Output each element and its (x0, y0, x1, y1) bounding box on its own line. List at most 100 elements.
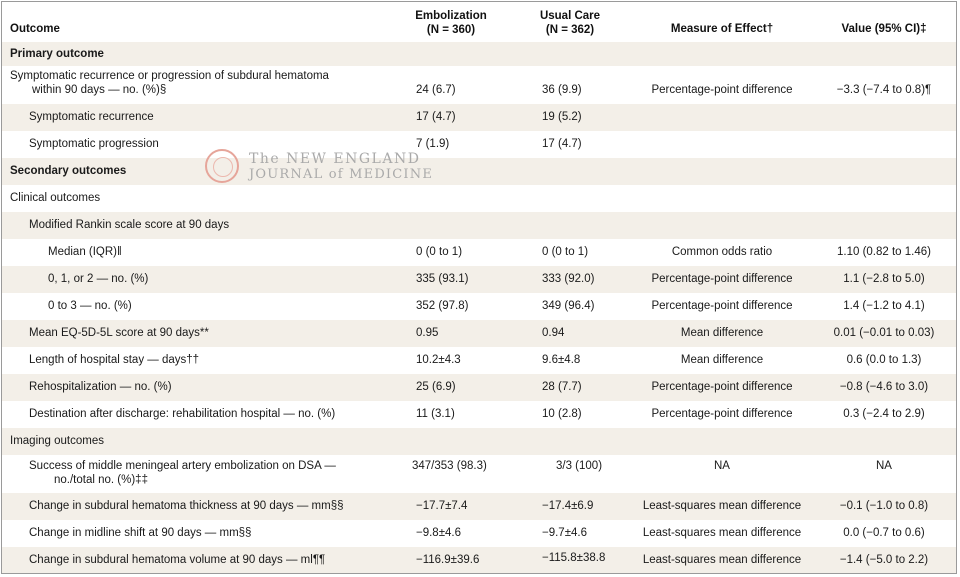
value-ci: 0.01 (−0.01 to 0.03) (833, 327, 935, 339)
header-usual-care-n: (N = 362) (545, 24, 595, 36)
embolization-value: −17.7±7.4 (416, 500, 468, 512)
row-label: Destination after discharge: rehabilitat… (29, 408, 336, 420)
row-label: Symptomatic recurrence (29, 111, 154, 123)
header-measure-of-effect: Measure of Effect† (670, 23, 774, 35)
measure-of-effect: Percentage-point difference (651, 300, 793, 312)
row-label: Rehospitalization — no. (%) (29, 381, 172, 393)
table-row: Change in midline shift at 90 days — mm§… (2, 520, 956, 547)
table-row: Primary outcome (2, 42, 956, 66)
subsection-label: Imaging outcomes (10, 435, 104, 447)
nejm-watermark: The NEW ENGLAND JOURNAL of MEDICINE (205, 149, 435, 189)
value-ci: 0.6 (0.0 to 1.3) (846, 354, 922, 366)
embolization-value: 25 (6.9) (416, 381, 456, 393)
embolization-value: 24 (6.7) (416, 84, 456, 96)
value-ci: 0.0 (−0.7 to 0.6) (843, 527, 925, 539)
embolization-value: 352 (97.8) (416, 300, 469, 312)
usual-care-value: −17.4±6.9 (542, 500, 594, 512)
row-label-continued: within 90 days — no. (%)§ (32, 84, 167, 96)
embolization-value: 17 (4.7) (416, 111, 456, 123)
measure-of-effect: Percentage-point difference (651, 408, 793, 420)
table-row: Symptomatic recurrence 17 (4.7) 19 (5.2) (2, 104, 956, 131)
nejm-wordmark: The NEW ENGLAND JOURNAL of MEDICINE (249, 151, 433, 183)
measure-of-effect: Least-squares mean difference (642, 500, 802, 512)
table-row: Success of middle meningeal artery embol… (2, 455, 956, 493)
table-row: 0, 1, or 2 — no. (%) 335 (93.1) 333 (92.… (2, 266, 956, 293)
row-label: Symptomatic recurrence or progression of… (10, 70, 329, 82)
header-usual-care-title: Usual Care (539, 10, 601, 22)
header-usual-care: Usual Care (N = 362) (530, 9, 610, 37)
usual-care-value: 28 (7.7) (542, 381, 582, 393)
table-row: Clinical outcomes (2, 185, 956, 212)
table-header: Outcome Embolization (N = 360) Usual Car… (2, 2, 956, 43)
nejm-seal-icon (205, 149, 239, 183)
row-label: Change in subdural hematoma volume at 90… (29, 554, 326, 566)
table-row: Modified Rankin scale score at 90 days (2, 212, 956, 239)
usual-care-value: −9.7±4.6 (542, 527, 588, 539)
usual-care-value: 0 (0 to 1) (542, 246, 589, 258)
embolization-value: 0 (0 to 1) (416, 246, 463, 258)
row-label: Change in subdural hematoma thickness at… (29, 500, 344, 512)
row-label-continued: no./total no. (%)‡‡ (54, 474, 148, 486)
subsection-label: Clinical outcomes (10, 192, 101, 204)
header-outcome: Outcome (10, 23, 60, 35)
row-label: Median (IQR)‖ (48, 246, 122, 258)
value-ci: 1.4 (−1.2 to 4.1) (843, 300, 925, 312)
embolization-value: 0.95 (416, 327, 439, 339)
table-row: Destination after discharge: rehabilitat… (2, 401, 956, 428)
row-label: Symptomatic progression (29, 138, 159, 150)
value-ci: NA (876, 460, 892, 472)
table-row: Change in subdural hematoma volume at 90… (2, 547, 956, 573)
nejm-wordmark-line2: JOURNAL of MEDICINE (249, 167, 434, 182)
measure-of-effect: Mean difference (680, 354, 764, 366)
measure-of-effect: NA (714, 460, 730, 472)
usual-care-value: 17 (4.7) (542, 138, 582, 150)
embolization-value: 335 (93.1) (416, 273, 469, 285)
header-embolization-title: Embolization (415, 10, 487, 22)
row-label: Change in midline shift at 90 days — mm§… (29, 527, 252, 539)
row-label: Length of hospital stay — days†† (29, 354, 200, 366)
table-row: Length of hospital stay — days†† 10.2±4.… (2, 347, 956, 374)
usual-care-value: 3/3 (100) (556, 460, 603, 472)
row-label: 0 to 3 — no. (%) (48, 300, 132, 312)
measure-of-effect: Percentage-point difference (651, 84, 793, 96)
row-label: Modified Rankin scale score at 90 days (29, 219, 230, 231)
table-row: Mean EQ-5D-5L score at 90 days** 0.95 0.… (2, 320, 956, 347)
table-row: Secondary outcomes (2, 158, 956, 185)
value-ci: 1.10 (0.82 to 1.46) (837, 246, 931, 258)
nejm-wordmark-line1: The NEW ENGLAND (249, 151, 421, 167)
measure-of-effect: Percentage-point difference (651, 381, 793, 393)
usual-care-value: 19 (5.2) (542, 111, 582, 123)
table-row: Rehospitalization — no. (%) 25 (6.9) 28 … (2, 374, 956, 401)
value-ci: 0.3 (−2.4 to 2.9) (843, 408, 925, 420)
measure-of-effect: Common odds ratio (671, 246, 773, 258)
usual-care-value: 9.6±4.8 (542, 354, 581, 366)
embolization-value: −116.9±39.6 (416, 554, 480, 566)
row-label: Success of middle meningeal artery embol… (29, 460, 336, 472)
table-row: Symptomatic progression 7 (1.9) 17 (4.7) (2, 131, 956, 158)
usual-care-value: 36 (9.9) (542, 84, 582, 96)
section-label: Secondary outcomes (10, 165, 127, 177)
usual-care-value: 0.94 (542, 327, 565, 339)
embolization-value: 347/353 (98.3) (412, 460, 487, 472)
measure-of-effect: Mean difference (680, 327, 764, 339)
table-row: Symptomatic recurrence or progression of… (2, 66, 956, 104)
measure-of-effect: Percentage-point difference (651, 273, 793, 285)
embolization-value: 11 (3.1) (416, 408, 455, 420)
usual-care-value: 10 (2.8) (542, 408, 582, 420)
header-value-ci: Value (95% CI)‡ (841, 23, 927, 35)
measure-of-effect: Least-squares mean difference (642, 554, 802, 566)
usual-care-value: 333 (92.0) (542, 273, 595, 285)
table-row: Median (IQR)‖ 0 (0 to 1) 0 (0 to 1) Comm… (2, 239, 956, 266)
value-ci: −3.3 (−7.4 to 0.8)¶ (836, 84, 932, 96)
embolization-value: 10.2±4.3 (416, 354, 461, 366)
header-embolization-n: (N = 360) (426, 24, 476, 36)
table-row: 0 to 3 — no. (%) 352 (97.8) 349 (96.4) P… (2, 293, 956, 320)
row-label: Mean EQ-5D-5L score at 90 days** (29, 327, 209, 339)
measure-of-effect: Least-squares mean difference (642, 527, 802, 539)
value-ci: −0.8 (−4.6 to 3.0) (839, 381, 929, 393)
row-label: 0, 1, or 2 — no. (%) (48, 273, 149, 285)
value-ci: −1.4 (−5.0 to 2.2) (839, 554, 929, 566)
embolization-value: −9.8±4.6 (416, 527, 462, 539)
value-ci: 1.1 (−2.8 to 5.0) (843, 273, 925, 285)
